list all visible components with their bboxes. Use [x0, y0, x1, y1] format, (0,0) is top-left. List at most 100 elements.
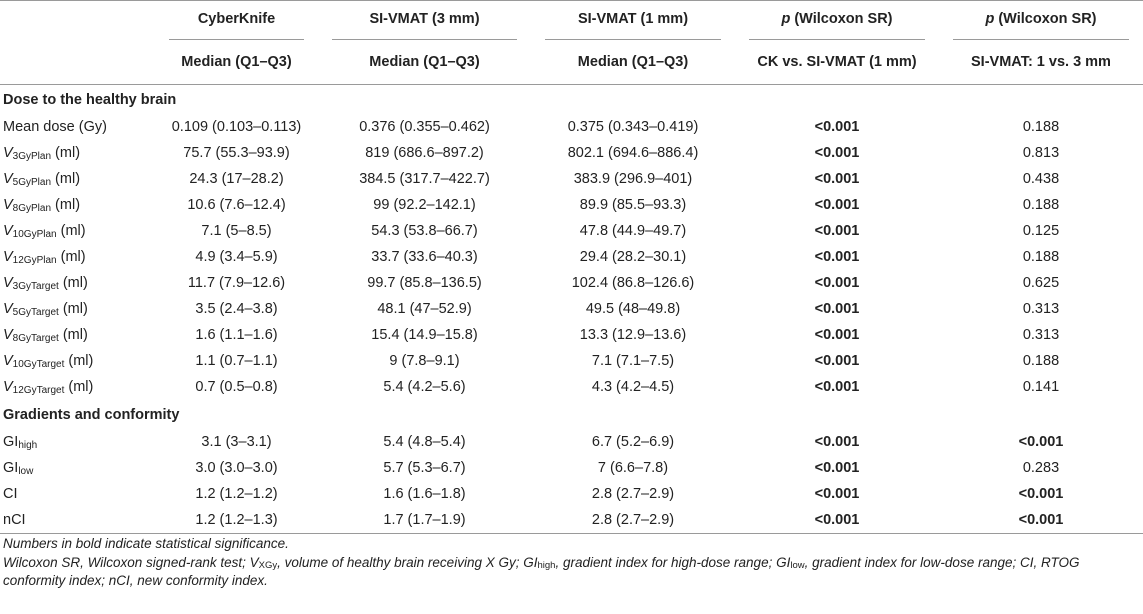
table-row: V8GyTarget (ml) 1.6 (1.1–1.6) 15.4 (14.9–1… [0, 322, 1143, 348]
cell-si-vmat-3mm: 384.5 (317.7–422.7) [359, 171, 490, 187]
row-label: nCI [0, 507, 155, 534]
cell-si-vmat-1mm: 802.1 (694.6–886.4) [567, 145, 699, 161]
row-label: V8GyPlan (ml) [0, 192, 155, 218]
cell-p-vmat-1-vs-3: 0.313 [1022, 301, 1060, 317]
cell-p-vmat-1-vs-3: 0.188 [1022, 119, 1060, 135]
variable-subscript: 3GyTarget [12, 280, 59, 292]
cell-p-vmat-1-vs-3: 0.313 [1022, 327, 1060, 343]
variable-unit: (ml) [64, 379, 94, 395]
header-si-vmat-3mm: SI-VMAT (3 mm) [318, 0, 531, 40]
variable-unit: (ml) [56, 249, 86, 265]
table-row: V8GyPlan (ml) 10.6 (7.6–12.4) 99 (92.2–142… [0, 192, 1143, 218]
table-row: nCI 1.2 (1.2–1.3) 1.7 (1.7–1.9) 2.8 (2.7–2.… [0, 507, 1143, 534]
variable-subscript: 3GyPlan [12, 150, 52, 162]
table-row: V12GyTarget (ml) 0.7 (0.5–0.8) 5.4 (4.2–5.… [0, 374, 1143, 400]
table-row: V3GyPlan (ml) 75.7 (55.3–93.9) 819 (686.6–… [0, 140, 1143, 166]
variable-symbol: V [3, 171, 13, 187]
cell-si-vmat-1mm: 7.1 (7.1–7.5) [591, 353, 675, 369]
section-header-row: Gradients and conformity [0, 400, 1143, 429]
variable-unit: (ml) [51, 171, 81, 187]
cell-si-vmat-1mm: 49.5 (48–49.8) [585, 301, 681, 317]
cell-cyberknife: 3.1 (3–3.1) [201, 434, 272, 450]
table-row: GIhigh 3.1 (3–3.1) 5.4 (4.8–5.4) 6.7 (5.2–6… [0, 429, 1143, 455]
variable-subscript: low [18, 465, 34, 477]
cell-si-vmat-1mm: 7 (6.6–7.8) [597, 460, 669, 476]
cell-si-vmat-3mm: 48.1 (47–52.9) [377, 301, 472, 317]
cell-cyberknife: 10.6 (7.6–12.4) [187, 197, 286, 213]
cell-p-ck-vs-vmat: <0.001 [814, 145, 860, 161]
variable-unit: (ml) [51, 145, 81, 161]
variable-subscript: 12GyPlan [12, 254, 57, 266]
cell-si-vmat-1mm: 47.8 (44.9–49.7) [579, 223, 687, 239]
variable-unit: (ml) [58, 275, 88, 291]
table-body: Dose to the healthy brain Mean dose (Gy) 0… [0, 85, 1143, 534]
cell-p-ck-vs-vmat: <0.001 [814, 327, 860, 343]
cell-p-ck-vs-vmat: <0.001 [814, 223, 860, 239]
cell-p-vmat-1-vs-3: 0.283 [1022, 460, 1060, 476]
cell-cyberknife: 1.2 (1.2–1.3) [155, 507, 318, 534]
row-label: V12GyPlan (ml) [0, 244, 155, 270]
table-row: V5GyTarget (ml) 3.5 (2.4–3.8) 48.1 (47–52.… [0, 296, 1143, 322]
variable-subscript: high [18, 439, 38, 451]
variable-subscript: 8GyPlan [12, 202, 52, 214]
cell-si-vmat-1mm: 4.3 (4.2–4.5) [591, 379, 675, 395]
cell-p-vmat-1-vs-3: <0.001 [939, 507, 1143, 534]
cell-p-vmat-1-vs-3: 0.813 [1022, 145, 1060, 161]
footnote-text: , gradient index for low-dose range; CI,… [3, 554, 1080, 589]
cell-si-vmat-3mm: 819 (686.6–897.2) [365, 145, 484, 161]
section-title: Gradients and conformity [3, 406, 180, 423]
cell-cyberknife: 4.9 (3.4–5.9) [195, 249, 278, 265]
row-label: V3GyPlan (ml) [0, 140, 155, 166]
cell-si-vmat-3mm: 9 (7.8–9.1) [389, 353, 460, 369]
header-row-titles: CyberKnife SI-VMAT (3 mm) SI-VMAT (1 mm)… [0, 0, 1143, 40]
cell-p-ck-vs-vmat: <0.001 [814, 275, 860, 291]
comparison-table: CyberKnife SI-VMAT (3 mm) SI-VMAT (1 mm)… [0, 0, 1143, 534]
cell-si-vmat-1mm: 0.375 (0.343–0.419) [567, 119, 699, 135]
row-label: CI [3, 486, 18, 502]
subheader-cyberknife: Median (Q1–Q3) [181, 54, 292, 70]
subheader-p-vmat-1-vs-3: SI-VMAT: 1 vs. 3 mm [971, 54, 1111, 70]
cell-cyberknife: 3.5 (2.4–3.8) [195, 301, 278, 317]
table-row: V12GyPlan (ml) 4.9 (3.4–5.9) 33.7 (33.6–40… [0, 244, 1143, 270]
row-label: Mean dose (Gy) [3, 119, 107, 135]
cell-si-vmat-3mm: 5.7 (5.3–6.7) [383, 460, 466, 476]
cell-si-vmat-3mm: 1.6 (1.6–1.8) [383, 486, 466, 502]
row-label: V12GyTarget (ml) [0, 374, 155, 400]
variable-symbol: V [3, 301, 13, 317]
subheader-p-ck-vs-vmat: CK vs. SI-VMAT (1 mm) [757, 54, 917, 70]
cell-si-vmat-3mm: 54.3 (53.8–66.7) [371, 223, 478, 239]
cell-cyberknife: 1.6 (1.1–1.6) [195, 327, 278, 343]
cell-p-vmat-1-vs-3: 0.125 [1022, 223, 1060, 239]
footnote-abbreviations: Wilcoxon SR, Wilcoxon signed-rank test; … [3, 554, 1123, 591]
cell-si-vmat-1mm: 89.9 (85.5–93.3) [579, 197, 687, 213]
cell-p-vmat-1-vs-3: 0.188 [1022, 197, 1060, 213]
variable-symbol: GI [3, 460, 19, 476]
variable-subscript: 5GyTarget [12, 306, 59, 318]
section-header-row: Dose to the healthy brain [0, 85, 1143, 115]
cell-si-vmat-1mm: 13.3 (12.9–13.6) [579, 327, 687, 343]
cell-cyberknife: 24.3 (17–28.2) [189, 171, 284, 187]
table-row: Mean dose (Gy) 0.109 (0.103–0.113) 0.376 (… [0, 114, 1143, 140]
variable-symbol: V [3, 197, 13, 213]
row-label: V5GyTarget (ml) [0, 296, 155, 322]
variable-symbol: V [3, 379, 13, 395]
variable-symbol: V [3, 223, 13, 239]
cell-si-vmat-1mm: 2.8 (2.7–2.9) [531, 507, 735, 534]
cell-cyberknife: 3.0 (3.0–3.0) [195, 460, 278, 476]
cell-si-vmat-1mm: 2.8 (2.7–2.9) [591, 486, 675, 502]
table-top-rule [0, 0, 1143, 1]
cell-p-vmat-1-vs-3: <0.001 [1018, 486, 1064, 502]
variable-unit: (ml) [64, 353, 94, 369]
cell-p-vmat-1-vs-3: 0.625 [1022, 275, 1060, 291]
cell-p-ck-vs-vmat: <0.001 [814, 434, 860, 450]
cell-si-vmat-3mm: 33.7 (33.6–40.3) [371, 249, 478, 265]
cell-p-ck-vs-vmat: <0.001 [814, 460, 860, 476]
cell-si-vmat-1mm: 29.4 (28.2–30.1) [579, 249, 687, 265]
table-row: V10GyTarget (ml) 1.1 (0.7–1.1) 9 (7.8–9.1)… [0, 348, 1143, 374]
cell-si-vmat-3mm: 5.4 (4.8–5.4) [383, 434, 466, 450]
variable-subscript: 12GyTarget [12, 384, 65, 396]
cell-si-vmat-1mm: 383.9 (296.9–401) [573, 171, 693, 187]
header-row-subtitles: Median (Q1–Q3) Median (Q1–Q3) Median (Q1… [0, 40, 1143, 85]
footnote-text: , gradient index for high-dose range; GI [555, 554, 791, 570]
